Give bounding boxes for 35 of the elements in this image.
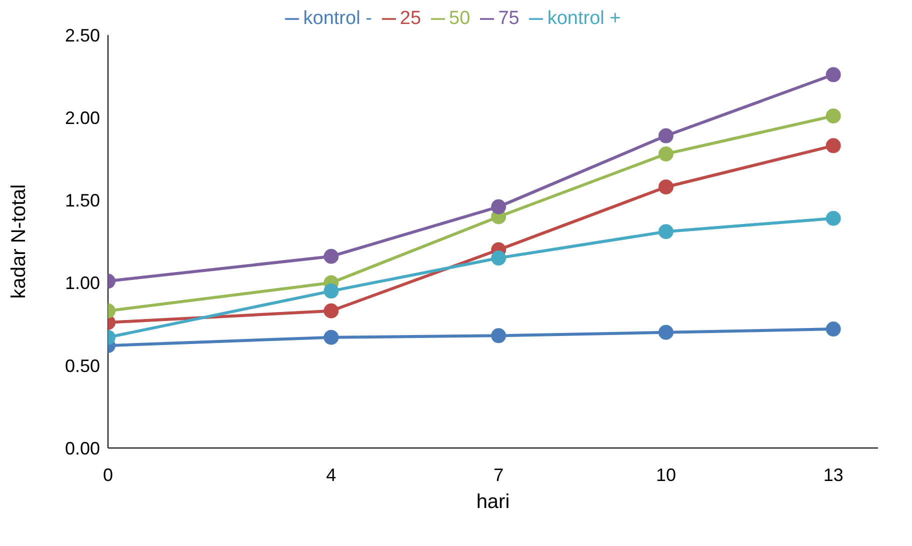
point: [491, 250, 506, 266]
point: [658, 179, 674, 194]
x-tick-label: 7: [494, 464, 504, 485]
point: [658, 128, 674, 144]
point: [826, 108, 841, 124]
y-tick-label: 0.50: [64, 356, 100, 376]
point: [324, 284, 339, 299]
y-tick-label: 2.50: [64, 25, 100, 46]
x-tick-label: 4: [326, 464, 336, 485]
point: [324, 303, 339, 318]
point: [658, 324, 674, 340]
legend-label: kontrol +: [547, 8, 621, 29]
legend-label: 75: [498, 8, 520, 29]
legend-label: kontrol -: [303, 8, 372, 29]
x-tick-label: 0: [102, 464, 114, 485]
y-axis-title: kadar N-total: [8, 184, 30, 299]
point: [658, 146, 674, 162]
legend-label: 25: [400, 8, 422, 29]
point: [658, 224, 674, 240]
legend-label: 50: [449, 8, 470, 29]
y-tick-label: 1.00: [64, 273, 100, 294]
x-tick-label: 10: [656, 464, 676, 485]
point: [826, 210, 841, 226]
y-tick-label: 2.00: [64, 108, 100, 128]
y-tick-label: 0.00: [64, 438, 100, 458]
y-tick-label: 1.50: [64, 190, 100, 211]
point: [491, 199, 506, 214]
point: [826, 322, 841, 337]
point: [324, 248, 339, 264]
point: [324, 330, 339, 345]
point: [826, 67, 841, 82]
point: [491, 328, 506, 344]
point: [826, 138, 841, 154]
x-tick-label: 13: [823, 464, 844, 485]
x-axis-title: hari: [476, 491, 510, 513]
